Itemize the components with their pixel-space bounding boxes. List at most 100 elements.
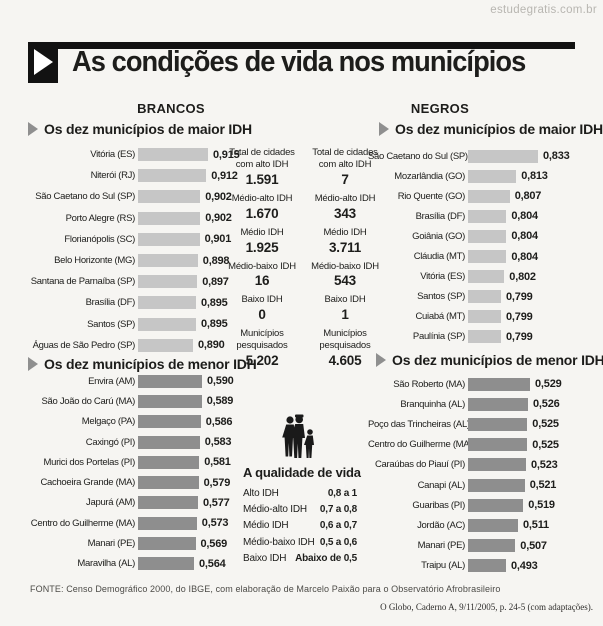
chart-row: Melgaço (PA) 0,586 (28, 412, 328, 432)
chart-row: Jordão (AC) 0,511 (368, 515, 600, 535)
negros-menor-chart: São Roberto (MA) 0,529 Branquinha (AL) 0,52… (368, 374, 600, 576)
bar-value: 0,526 (533, 398, 560, 411)
bar-value: 0,521 (529, 479, 557, 492)
bar-label: São Caetano do Sul (SP) (35, 191, 135, 203)
section-header-negros-menor: Os dez municípios de menor IDH (376, 352, 603, 368)
bar-value: 0,589 (206, 395, 234, 408)
bar (468, 478, 525, 492)
bar-value: 0,807 (514, 190, 542, 203)
bar-value: 0,577 (203, 496, 230, 509)
section-header-brancos-maior: Os dez municípios de maior IDH (28, 121, 252, 137)
bar-label: Centro do Guilherme (MA) (30, 517, 136, 529)
family-icon (243, 413, 357, 459)
legend-range: 0,7 a 0,8 (319, 504, 357, 516)
chart-row: São Caetano do Sul (SP) 0,833 (368, 146, 600, 166)
bar (468, 518, 518, 532)
bar-label: Japurá (AM) (86, 497, 135, 509)
bar (468, 310, 501, 324)
group-header-negros: NEGROS (410, 101, 470, 116)
bar-label: Cachoeira Grande (MA) (40, 477, 135, 489)
bar (138, 394, 202, 408)
stat-label: Municípios pesquisados (319, 328, 371, 352)
section-arrow-icon (28, 357, 38, 371)
bar-value: 0,519 (528, 499, 555, 512)
bar-label: Brasília (DF) (415, 210, 466, 222)
legend-items: Alto IDH 0,8 a 1 Médio-alto IDH 0,7 a 0,8 Mé… (243, 485, 357, 567)
bar-label: Melgaço (PA) (81, 416, 136, 428)
bar (468, 270, 505, 284)
bar-value: 0,901 (204, 233, 232, 246)
bar-label: Cuiabá (MT) (415, 311, 466, 323)
bar-label: Águas de São Pedro (SP) (32, 339, 136, 351)
section-title: Os dez municípios de menor IDH (392, 352, 603, 368)
bar-label: Murici dos Portelas (PI) (43, 456, 135, 468)
bar-value: 0,895 (201, 318, 228, 331)
bar-value: 0,804 (511, 210, 538, 223)
stat-value: 1 (341, 307, 349, 323)
chart-row: Brasília (DF) 0,804 (368, 206, 600, 226)
bar-label: Mozarlândia (GO) (394, 170, 465, 182)
bar-value: 0,590 (207, 375, 234, 388)
quality-of-life-legend: A qualidade de vida Alto IDH 0,8 a 1 Médio… (243, 413, 361, 567)
play-triangle-icon (34, 49, 53, 75)
bar-label: Envira (AM) (88, 375, 135, 387)
bar-value: 0,813 (521, 170, 548, 183)
legend-label: Médio-alto IDH (243, 504, 307, 516)
bar (138, 435, 200, 449)
bar (138, 232, 200, 246)
bar-value: 0,573 (201, 517, 229, 530)
bar (468, 539, 516, 553)
bar-label: Florianópolis (SC) (64, 233, 135, 245)
legend-title: A qualidade de vida (243, 465, 361, 480)
publication-credit: O Globo, Caderno A, 9/11/2005, p. 24-5 (… (380, 602, 593, 612)
bar (138, 496, 198, 510)
stat-label: Municípios pesquisados (236, 328, 288, 352)
bar-label: Guaribas (PI) (412, 499, 465, 511)
stat-value: 4.605 (328, 353, 362, 368)
chart-row: Santana de Parnaíba (SP) 0,897 (28, 271, 328, 292)
bar-label: Branquinha (AL) (400, 398, 465, 410)
chart-row: Santos (SP) 0,799 (368, 287, 600, 307)
legend-item: Baixo IDH Abaixo de 0,5 (243, 551, 357, 567)
stat-value: 5.202 (245, 353, 279, 368)
chart-row: Caxingó (PI) 0,583 (28, 432, 328, 452)
bar-value: 0,895 (201, 296, 228, 309)
legend-label: Médio IDH (243, 520, 289, 532)
chart-row: Envira (AM) 0,590 (28, 371, 328, 391)
chart-row: Canapi (AL) 0,521 (368, 475, 600, 495)
bar (138, 254, 198, 268)
bar-label: Santos (SP) (87, 318, 135, 330)
legend-label: Alto IDH (243, 487, 279, 499)
stat-value: 1.925 (245, 239, 279, 255)
bar-value: 0,799 (506, 330, 533, 343)
bar-label: Vitória (ES) (420, 271, 465, 283)
bar-label: Brasília (DF) (85, 297, 136, 309)
bar (138, 190, 201, 204)
bar (138, 275, 198, 289)
bar-label: Niterói (RJ) (90, 170, 136, 182)
bar (468, 417, 528, 431)
chart-row: Murici dos Portelas (PI) 0,581 (28, 452, 328, 472)
bar-value: 0,833 (543, 150, 570, 163)
bar (468, 438, 528, 452)
chart-row: Branquinha (AL) 0,526 (368, 394, 600, 414)
bar-label: São Roberto (MA) (393, 378, 465, 390)
bar (468, 189, 510, 203)
bar-label: Canapi (AL) (417, 479, 466, 491)
legend-range: 0,5 a 0,6 (319, 536, 357, 548)
brancos-maior-chart: Vitória (ES) 0,915 Niterói (RJ) 0,912 São Ca… (28, 144, 328, 356)
chart-row: Mozarlândia (GO) 0,813 (368, 166, 600, 186)
title-rule (56, 42, 575, 49)
chart-row: São Caetano do Sul (SP) 0,902 (28, 186, 328, 207)
section-title: Os dez municípios de maior IDH (44, 121, 252, 137)
bar (468, 397, 528, 411)
bar (138, 317, 196, 331)
bar-value: 0,511 (523, 519, 549, 532)
bar-value: 0,579 (203, 476, 231, 489)
brancos-stats-panel: Total de cidades com alto IDH 1.591 Médio-… (228, 147, 296, 374)
bar-value: 0,564 (199, 557, 226, 570)
chart-row: Cachoeira Grande (MA) 0,579 (28, 472, 328, 492)
bar-label: São Caetano do Sul (SP) (368, 150, 468, 162)
chart-row: Niterói (RJ) 0,912 (28, 165, 328, 186)
bar-value: 0,525 (532, 418, 559, 431)
